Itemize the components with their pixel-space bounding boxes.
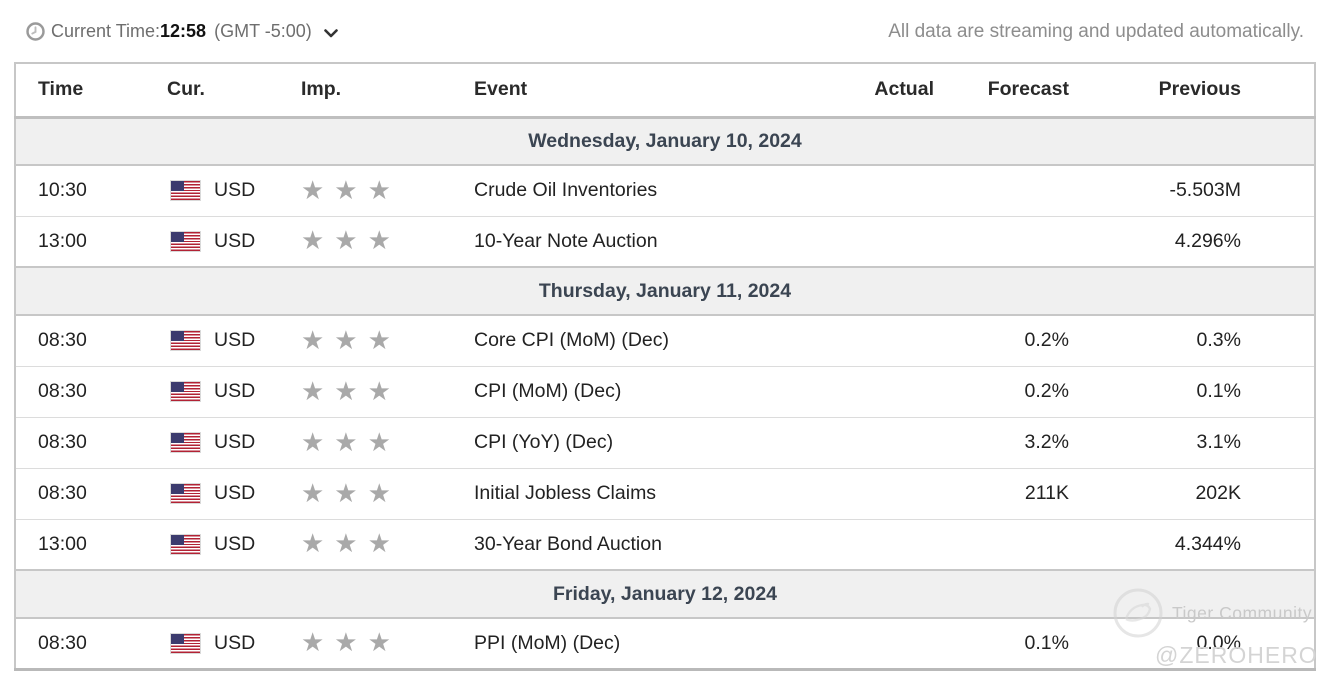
column-header-currency: Cur. (167, 78, 205, 101)
importance-stars: ★★★ (301, 226, 401, 257)
currency-label: USD (214, 380, 256, 402)
event-name: 30-Year Bond Auction (474, 532, 662, 555)
us-flag-icon (171, 433, 200, 452)
event-time: 13:00 (38, 532, 87, 555)
importance-stars: ★★★ (301, 376, 401, 407)
currency-label: USD (214, 631, 256, 654)
event-name: 10-Year Note Auction (474, 229, 658, 252)
event-name: Initial Jobless Claims (474, 482, 657, 504)
previous-value: 0.0% (1196, 631, 1241, 654)
forecast-value (934, 165, 1069, 216)
table-row[interactable]: 08:30 USD ★★★ Core CPI (MoM) (Dec) 0.2% … (15, 315, 1315, 366)
event-name: PPI (MoM) (Dec) (474, 631, 621, 654)
currency-label: USD (214, 431, 256, 453)
actual-value (844, 519, 934, 570)
forecast-value: 3.2% (1024, 431, 1069, 453)
event-time: 08:30 (38, 380, 87, 402)
previous-value: 4.296% (1174, 229, 1241, 252)
us-flag-icon (171, 231, 200, 251)
us-flag-icon (171, 181, 200, 201)
clock-icon (26, 22, 45, 41)
previous-value: -5.503M (1169, 179, 1241, 202)
forecast-value (934, 216, 1069, 267)
top-bar: Current Time: 12:58 (GMT -5:00) All data… (0, 0, 1330, 50)
column-header-time: Time (38, 78, 84, 101)
importance-stars: ★★★ (301, 628, 401, 659)
column-header-importance: Imp. (301, 78, 342, 101)
actual-value (844, 468, 934, 519)
date-section-row: Friday, January 12, 2024 (15, 570, 1315, 618)
event-time: 08:30 (38, 482, 87, 504)
column-header-forecast: Forecast (987, 78, 1069, 101)
importance-stars: ★★★ (301, 478, 401, 509)
date-section-row: Thursday, January 11, 2024 (15, 267, 1315, 315)
table-row[interactable]: 10:30 USD ★★★ Crude Oil Inventories -5.5… (15, 165, 1315, 216)
currency-label: USD (214, 179, 256, 202)
currency-label: USD (214, 482, 256, 504)
calendar-body: Wednesday, January 10, 2024 10:30 USD ★★… (15, 117, 1315, 669)
us-flag-icon (171, 331, 200, 351)
timezone-label: (GMT -5:00) (214, 21, 312, 41)
date-header: Wednesday, January 10, 2024 (528, 129, 802, 152)
currency-label: USD (214, 329, 256, 352)
importance-stars: ★★★ (301, 529, 401, 560)
previous-value: 3.1% (1196, 431, 1241, 453)
previous-value: 4.344% (1174, 532, 1241, 555)
currency-label: USD (214, 229, 256, 252)
actual-value (844, 216, 934, 267)
table-row[interactable]: 13:00 USD ★★★ 10-Year Note Auction 4.296… (15, 216, 1315, 267)
table-row[interactable]: 08:30 USD ★★★ PPI (MoM) (Dec) 0.1% 0.0% (15, 618, 1315, 669)
event-time: 10:30 (38, 179, 87, 202)
event-time: 13:00 (38, 229, 87, 252)
column-header-actual: Actual (874, 78, 934, 101)
currency-label: USD (214, 532, 256, 555)
current-time-selector[interactable]: Current Time: 12:58 (GMT -5:00) (26, 21, 338, 42)
previous-value: 202K (1195, 482, 1241, 504)
previous-value: 0.1% (1196, 380, 1241, 402)
table-row[interactable]: 08:30 USD ★★★ CPI (MoM) (Dec) 0.2% 0.1% (15, 366, 1315, 417)
column-header-spacer (1241, 63, 1315, 117)
event-name: Core CPI (MoM) (Dec) (474, 329, 670, 352)
column-header-previous: Previous (1158, 78, 1241, 101)
current-time-label: Current Time: (51, 21, 161, 41)
us-flag-icon (171, 382, 200, 401)
actual-value (844, 366, 934, 417)
table-header-row: Time Cur. Imp. Event Actual Forecast Pre… (15, 63, 1315, 117)
event-name: Crude Oil Inventories (474, 179, 658, 202)
forecast-value: 0.2% (1024, 329, 1069, 352)
table-row[interactable]: 08:30 USD ★★★ Initial Jobless Claims 211… (15, 468, 1315, 519)
us-flag-icon (171, 633, 200, 653)
column-header-event: Event (474, 78, 528, 101)
us-flag-icon (171, 484, 200, 503)
chevron-down-icon[interactable] (323, 28, 338, 38)
actual-value (844, 165, 934, 216)
importance-stars: ★★★ (301, 325, 401, 356)
previous-value: 0.3% (1196, 329, 1241, 352)
date-header: Friday, January 12, 2024 (552, 582, 778, 605)
us-flag-icon (171, 534, 200, 554)
event-time: 08:30 (38, 631, 87, 654)
actual-value (844, 618, 934, 669)
forecast-value (934, 519, 1069, 570)
event-time: 08:30 (38, 329, 87, 352)
actual-value (844, 417, 934, 468)
event-name: CPI (YoY) (Dec) (474, 431, 614, 453)
economic-calendar-table: Time Cur. Imp. Event Actual Forecast Pre… (14, 62, 1316, 671)
event-name: CPI (MoM) (Dec) (474, 380, 622, 402)
table-row[interactable]: 13:00 USD ★★★ 30-Year Bond Auction 4.344… (15, 519, 1315, 570)
forecast-value: 0.2% (1024, 380, 1069, 402)
event-time: 08:30 (38, 431, 87, 453)
importance-stars: ★★★ (301, 427, 401, 458)
forecast-value: 211K (1024, 482, 1069, 504)
importance-stars: ★★★ (301, 175, 401, 206)
date-section-row: Wednesday, January 10, 2024 (15, 117, 1315, 165)
streaming-note: All data are streaming and updated autom… (888, 21, 1304, 42)
table-row[interactable]: 08:30 USD ★★★ CPI (YoY) (Dec) 3.2% 3.1% (15, 417, 1315, 468)
forecast-value: 0.1% (1024, 631, 1069, 654)
date-header: Thursday, January 11, 2024 (538, 279, 792, 302)
current-time-value: 12:58 (160, 21, 207, 41)
actual-value (844, 315, 934, 366)
